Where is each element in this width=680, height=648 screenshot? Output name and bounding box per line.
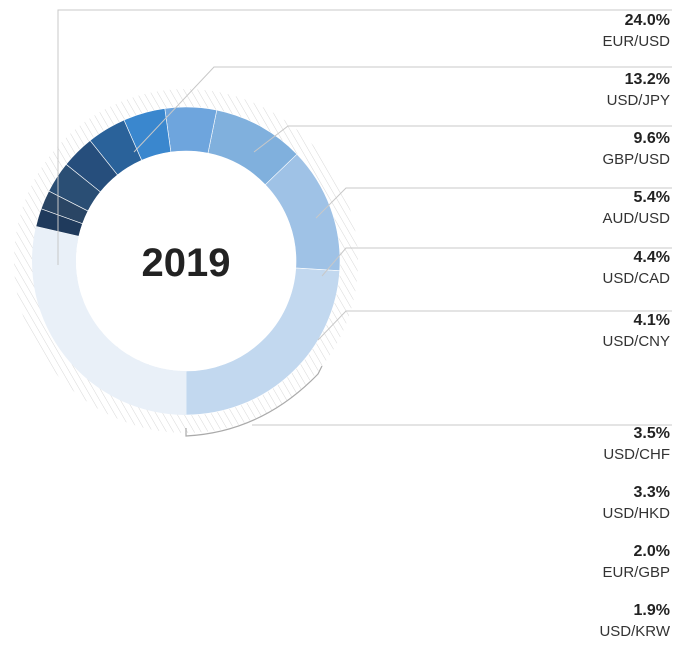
value-label-gbp-usd: 9.6% (634, 130, 670, 147)
category-label-gbp-usd: GBP/USD (602, 151, 670, 168)
value-label-aud-usd: 5.4% (634, 189, 670, 206)
value-label-usd-jpy: 13.2% (625, 71, 670, 88)
leader-usd-jpy (133, 66, 672, 153)
slice-aud-usd (164, 106, 218, 154)
leader-gbp-usd (253, 125, 672, 153)
leader-usd-cny (317, 310, 672, 341)
leader-aud-usd (315, 187, 672, 219)
category-label-aud-usd: AUD/USD (602, 210, 670, 227)
category-label-eur-usd: EUR/USD (602, 33, 670, 50)
leader-usd-cad (321, 247, 672, 277)
leader-lines (57, 9, 672, 437)
slice-labels: 24.0% EUR/USD 13.2% USD/JPY 9.6% GBP/USD 5.4% A… (599, 12, 670, 640)
value-label-usd-krw: 1.9% (634, 602, 670, 619)
value-label-usd-cad: 4.4% (634, 249, 670, 266)
category-label-eur-gbp: EUR/GBP (602, 564, 670, 581)
category-label-usd-krw: USD/KRW (599, 623, 670, 640)
category-label-usd-jpy: USD/JPY (607, 92, 670, 109)
value-label-usd-chf: 3.5% (634, 425, 670, 442)
center-year-label: 2019 (142, 241, 231, 285)
value-label-usd-cny: 4.1% (634, 312, 670, 329)
leader-eur-usd (57, 9, 672, 265)
category-label-usd-chf: USD/CHF (603, 446, 670, 463)
value-label-usd-hkd: 3.3% (634, 484, 670, 501)
small-slices-bracket (185, 365, 323, 437)
category-label-usd-cny: USD/CNY (602, 333, 670, 350)
donut-segments (32, 106, 341, 416)
donut-hole (76, 151, 296, 371)
slice-other (32, 226, 187, 415)
value-label-eur-gbp: 2.0% (634, 543, 670, 560)
category-label-usd-hkd: USD/HKD (602, 505, 670, 522)
slice-usd-jpy (264, 153, 341, 271)
category-label-usd-cad: USD/CAD (602, 270, 670, 287)
value-label-eur-usd: 24.0% (625, 12, 670, 29)
